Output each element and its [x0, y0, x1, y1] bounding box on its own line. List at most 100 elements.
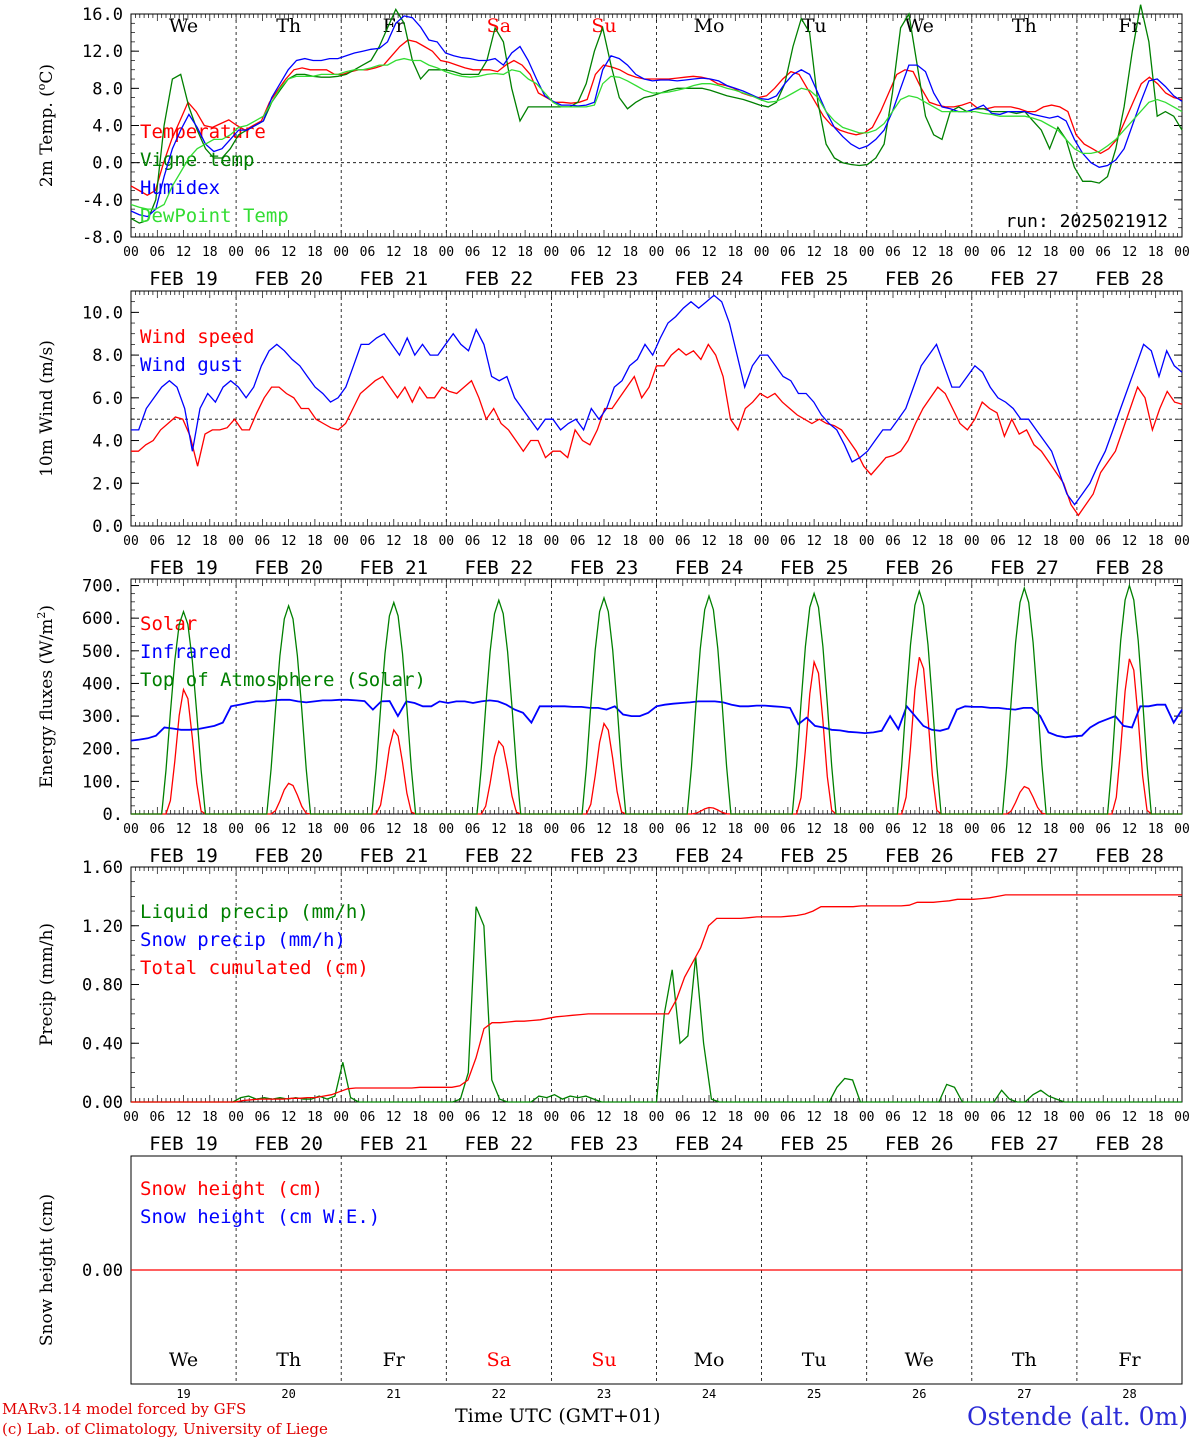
x-hour-label: 06 [570, 822, 586, 837]
x-hour-label: 06 [780, 245, 796, 260]
x-date-label: FEB 21 [359, 268, 428, 290]
x-hour-label: 00 [123, 245, 139, 260]
day-number-label: 27 [1017, 1387, 1031, 1401]
legend-entry: Liquid precip (mm/h) [140, 901, 369, 923]
x-date-label: FEB 26 [885, 268, 954, 290]
x-hour-label: 06 [149, 534, 165, 549]
day-number-label: 23 [597, 1387, 611, 1401]
x-hour-label: 00 [964, 822, 980, 837]
y-tick-label: 100. [82, 772, 123, 792]
x-hour-label: 12 [596, 1110, 612, 1125]
x-hour-label: 06 [570, 245, 586, 260]
x-date-label: FEB 19 [149, 557, 218, 579]
x-hour-label: 06 [675, 1110, 691, 1125]
x-hour-label: 00 [859, 1110, 875, 1125]
x-hour-label: 06 [149, 1110, 165, 1125]
x-minor-ticks [130, 14, 1183, 237]
x-hour-label: 00 [333, 1110, 349, 1125]
x-hour-label: 00 [754, 822, 770, 837]
x-hour-label: 12 [911, 1110, 927, 1125]
x-date-label: FEB 28 [1095, 268, 1164, 290]
x-hour-label: 06 [1095, 534, 1111, 549]
x-hour-label: 00 [1174, 1110, 1190, 1125]
x-hour-label: 12 [1122, 245, 1138, 260]
y-tick-label: 1.60 [82, 858, 123, 878]
day-name-label: Mo [694, 15, 725, 37]
series-line-dewpoint-temp [130, 57, 1183, 210]
legend-entry: Vigne temp [140, 149, 254, 171]
legend-entry: Snow height (cm) [140, 1178, 323, 1200]
x-hour-label: 00 [649, 245, 665, 260]
x-hour-label: 00 [333, 534, 349, 549]
x-hour-label: 18 [833, 245, 849, 260]
x-hour-label: 12 [911, 534, 927, 549]
y-axis-label: 10m Wind (m/s) [37, 340, 57, 477]
legend-entry: Wind gust [140, 354, 243, 376]
legend-entry: Wind speed [140, 326, 254, 348]
x-hour-label: 00 [228, 822, 244, 837]
x-hour-label: 18 [202, 822, 218, 837]
x-hour-label: 18 [1043, 534, 1059, 549]
day-name-label: Fr [383, 1349, 406, 1371]
x-hour-label: 00 [228, 534, 244, 549]
x-hour-label: 06 [360, 245, 376, 260]
x-hour-label: 00 [544, 534, 560, 549]
x-date-label: FEB 26 [885, 845, 954, 867]
x-hour-label: 18 [727, 534, 743, 549]
x-hour-label: 12 [491, 822, 507, 837]
x-hour-label: 18 [833, 534, 849, 549]
x-hour-label: 12 [1122, 822, 1138, 837]
x-hour-label: 06 [1095, 245, 1111, 260]
x-hour-label: 00 [964, 1110, 980, 1125]
x-hour-label: 12 [176, 822, 192, 837]
x-hour-label: 06 [990, 822, 1006, 837]
credit-line-lab: (c) Lab. of Climatology, University of L… [2, 1420, 328, 1438]
x-hour-label: 18 [1148, 1110, 1164, 1125]
x-hour-label: 18 [202, 1110, 218, 1125]
x-hour-label: 06 [780, 822, 796, 837]
day-name-label: Sa [487, 1349, 511, 1371]
x-date-label: FEB 23 [570, 557, 639, 579]
x-hour-label: 00 [438, 822, 454, 837]
x-hour-label: 18 [622, 245, 638, 260]
x-hour-label: 18 [1148, 245, 1164, 260]
x-date-label: FEB 27 [990, 845, 1059, 867]
x-hour-label: 12 [386, 1110, 402, 1125]
y-tick-label: 6.0 [92, 389, 123, 409]
series-line-wind-speed [131, 343, 1183, 517]
x-hour-label: 06 [885, 534, 901, 549]
x-hour-label: 18 [1043, 1110, 1059, 1125]
x-date-label: FEB 25 [780, 845, 849, 867]
y-tick-label: -8.0 [82, 228, 123, 248]
legend-entry: Infrared [140, 641, 232, 663]
y-tick-label: 0. [103, 805, 123, 825]
x-date-label: FEB 26 [885, 1133, 954, 1155]
x-date-label: FEB 22 [465, 1133, 534, 1155]
x-hour-label: 00 [438, 1110, 454, 1125]
x-hour-label: 00 [1069, 534, 1085, 549]
y-tick-label: 1.20 [82, 917, 123, 937]
x-hour-label: 00 [754, 245, 770, 260]
day-number-label: 21 [387, 1387, 401, 1401]
x-date-label: FEB 27 [990, 268, 1059, 290]
x-hour-label: 00 [333, 822, 349, 837]
x-date-label: FEB 27 [990, 1133, 1059, 1155]
x-date-label: FEB 24 [675, 557, 744, 579]
x-hour-label: 00 [438, 245, 454, 260]
day-number-label: 22 [492, 1387, 506, 1401]
x-hour-label: 12 [701, 534, 717, 549]
y-tick-label: 700. [82, 577, 123, 597]
x-date-label: FEB 20 [254, 268, 323, 290]
x-hour-label: 18 [1148, 534, 1164, 549]
y-tick-label: 8.0 [92, 346, 123, 366]
day-name-label: Fr [1118, 1349, 1141, 1371]
x-hour-label: 18 [307, 822, 323, 837]
x-hour-label: 12 [386, 534, 402, 549]
y-tick-label: 300. [82, 707, 123, 727]
x-hour-label: 18 [1148, 822, 1164, 837]
day-name-label: Th [276, 15, 301, 37]
series-line-total-cumulated-cm- [131, 894, 1182, 1103]
station-name: Ostende (alt. 0m) [967, 1402, 1188, 1431]
x-minor-ticks [130, 291, 1183, 526]
x-date-label: FEB 24 [675, 1133, 744, 1155]
